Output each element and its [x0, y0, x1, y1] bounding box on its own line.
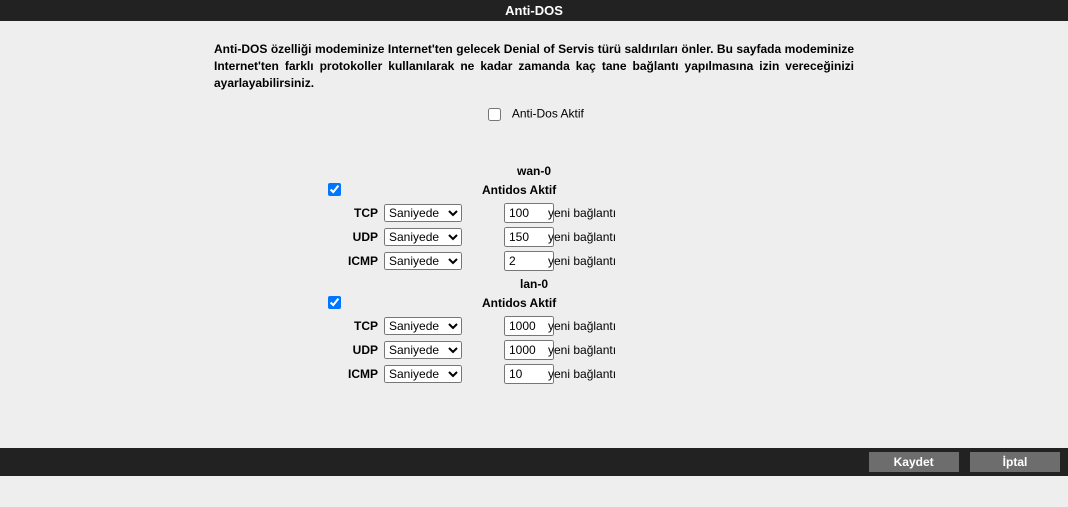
interface-active-label: Antidos Aktif: [454, 296, 556, 310]
interface-active-row: Antidos Aktif: [284, 293, 784, 312]
interface-sections: wan-0 Antidos Aktif TCP Saniyede yeni ba…: [284, 164, 784, 384]
interval-select[interactable]: Saniyede: [384, 341, 462, 359]
suffix-label: yeni bağlantı: [544, 319, 616, 333]
interface-active-checkbox[interactable]: [328, 183, 341, 196]
protocol-label: ICMP: [284, 254, 384, 268]
interval-select[interactable]: Saniyede: [384, 317, 462, 335]
suffix-label: yeni bağlantı: [544, 254, 616, 268]
content-area: Anti-DOS özelliği modeminize Internet'te…: [0, 21, 1068, 448]
protocol-row-udp: UDP Saniyede yeni bağlantı: [284, 227, 784, 247]
interface-active-label: Antidos Aktif: [454, 183, 556, 197]
protocol-label: ICMP: [284, 367, 384, 381]
global-active-checkbox[interactable]: [488, 108, 501, 121]
interval-select[interactable]: Saniyede: [384, 252, 462, 270]
protocol-label: UDP: [284, 343, 384, 357]
cancel-button[interactable]: İptal: [970, 452, 1060, 472]
description-text: Anti-DOS özelliği modeminize Internet'te…: [214, 41, 854, 91]
suffix-label: yeni bağlantı: [544, 343, 616, 357]
suffix-label: yeni bağlantı: [544, 230, 616, 244]
interval-select[interactable]: Saniyede: [384, 204, 462, 222]
interval-select[interactable]: Saniyede: [384, 365, 462, 383]
protocol-label: TCP: [284, 319, 384, 333]
page-title: Anti-DOS: [505, 3, 563, 18]
suffix-label: yeni bağlantı: [544, 206, 616, 220]
protocol-row-icmp: ICMP Saniyede yeni bağlantı: [284, 364, 784, 384]
save-button[interactable]: Kaydet: [869, 452, 959, 472]
interface-active-checkbox[interactable]: [328, 296, 341, 309]
protocol-label: UDP: [284, 230, 384, 244]
protocol-row-tcp: TCP Saniyede yeni bağlantı: [284, 203, 784, 223]
interface-active-row: Antidos Aktif: [284, 180, 784, 199]
global-active-row: Anti-Dos Aktif: [40, 105, 1028, 124]
protocol-row-icmp: ICMP Saniyede yeni bağlantı: [284, 251, 784, 271]
global-active-label: Anti-Dos Aktif: [512, 107, 584, 121]
suffix-label: yeni bağlantı: [544, 367, 616, 381]
protocol-row-tcp: TCP Saniyede yeni bağlantı: [284, 316, 784, 336]
footer-bar: Kaydet İptal: [0, 448, 1068, 476]
interface-name: lan-0: [284, 277, 784, 291]
page-header: Anti-DOS: [0, 0, 1068, 21]
interval-select[interactable]: Saniyede: [384, 228, 462, 246]
interface-name: wan-0: [284, 164, 784, 178]
protocol-label: TCP: [284, 206, 384, 220]
protocol-row-udp: UDP Saniyede yeni bağlantı: [284, 340, 784, 360]
